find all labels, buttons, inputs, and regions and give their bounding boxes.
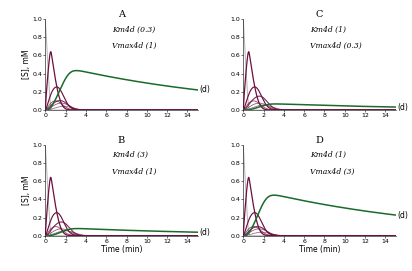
X-axis label: Time (min): Time (min) — [299, 245, 340, 254]
X-axis label: Time (min): Time (min) — [101, 245, 142, 254]
Text: (d): (d) — [199, 85, 211, 94]
Title: B: B — [118, 136, 125, 145]
Text: (d): (d) — [398, 102, 408, 112]
Text: Vmax4d (3): Vmax4d (3) — [310, 167, 355, 175]
Y-axis label: [S], mM: [S], mM — [22, 176, 31, 205]
Title: C: C — [316, 10, 323, 19]
Text: Vmax4d (0.3): Vmax4d (0.3) — [310, 42, 362, 50]
Text: Km4d (1): Km4d (1) — [310, 151, 346, 159]
Text: Vmax4d (1): Vmax4d (1) — [112, 42, 157, 50]
Text: Km4d (3): Km4d (3) — [112, 151, 148, 159]
Text: Vmax4d (1): Vmax4d (1) — [112, 167, 157, 175]
Text: (d): (d) — [199, 228, 211, 237]
Y-axis label: [S], mM: [S], mM — [22, 50, 31, 79]
Title: A: A — [118, 10, 125, 19]
Title: D: D — [316, 136, 323, 145]
Text: (d): (d) — [398, 211, 408, 220]
Text: Km4d (1): Km4d (1) — [310, 25, 346, 33]
Text: Km4d (0.3): Km4d (0.3) — [112, 25, 156, 33]
